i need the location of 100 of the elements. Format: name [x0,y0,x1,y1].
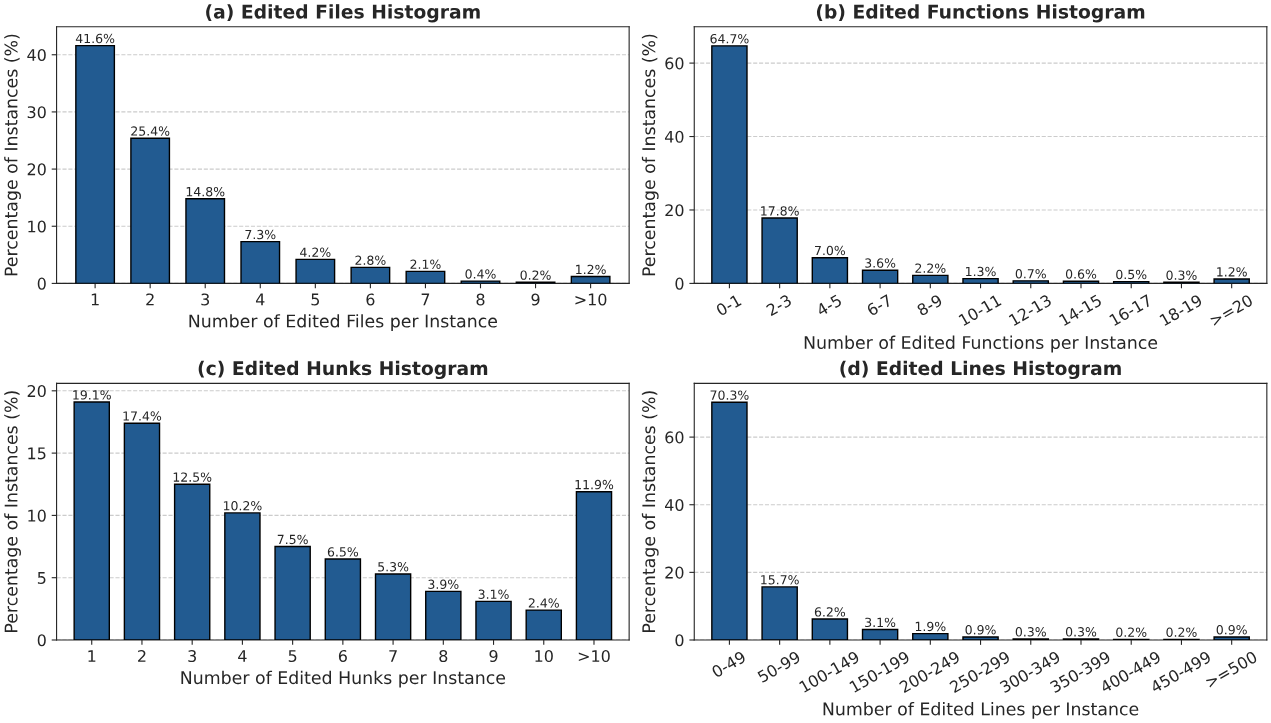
x-tick-label: 1 [91,293,99,306]
data-label: 7.3% [245,229,276,240]
data-label: 11.9% [575,479,614,490]
data-label: 0.9% [965,625,996,635]
chart-title: (d) Edited Lines Histogram [840,360,1121,380]
x-tick-label: 9 [489,650,498,663]
bar [912,632,949,640]
bar [962,277,999,284]
y-axis-title: Percentage of Instances (%) [4,391,21,632]
x-tick-label: 1 [88,650,96,662]
y-tick-label: 40 [664,130,684,143]
bar [224,512,261,640]
bar [73,401,111,640]
x-tick-label: >10 [578,650,610,663]
bar [374,573,412,640]
x-tick-label: 0-49 [710,650,747,679]
data-label: 4.2% [300,247,331,257]
data-label: 12.5% [173,472,212,482]
bar [761,217,798,284]
y-tick-label: 0 [675,634,684,647]
x-axis-title: Number of Edited Files per Instance [189,314,498,331]
chart-title: (a) Edited Files Histogram [206,4,480,23]
y-tick-label: 20 [665,566,684,579]
data-label: 7.5% [277,534,308,545]
bar [1012,280,1050,284]
data-label: 0.9% [1216,625,1247,635]
y-tick-label: 40 [27,48,46,62]
bar [460,280,501,284]
data-label: 3.1% [478,589,509,599]
data-label: 64.7% [710,33,749,44]
data-label: 17.4% [123,411,162,421]
bar [811,257,849,284]
data-label: 1.2% [576,264,606,275]
y-axis-title: Percentage of Instances (%) [641,34,659,276]
bar [1213,278,1250,284]
data-label: 3.1% [865,617,896,628]
bar [240,240,281,284]
data-label: 1.9% [915,621,946,632]
x-tick-label: >10 [575,293,607,306]
x-tick-label: 0-1 [715,294,742,317]
bar [295,258,336,284]
bar [711,401,748,640]
data-label: 0.3% [1166,270,1197,280]
bar [425,590,462,640]
data-label: 1.2% [1217,267,1247,277]
data-label: 6.5% [327,547,359,557]
data-label: 41.6% [75,33,115,44]
x-tick-label: 7 [389,650,397,662]
data-label: 10.2% [223,501,262,511]
x-tick-label: 2 [146,293,154,306]
data-label: 5.3% [378,562,409,572]
x-tick-label: 6 [338,650,347,663]
data-label: 0.4% [465,269,496,279]
x-tick-label: 10 [535,650,553,663]
y-tick-label: 60 [665,57,684,70]
data-label: 0.5% [1116,269,1147,280]
data-label: 0.2% [520,270,551,280]
y-tick-label: 40 [664,498,684,512]
bar [1213,636,1250,640]
data-label: 1.3% [966,266,996,277]
data-label: 2.1% [410,259,441,269]
chart-title: (b) Edited Functions Histogram [816,4,1145,23]
x-axis-title: Number of Edited Functions per Instance [804,335,1158,353]
data-label: 3.6% [865,258,896,268]
data-label: 25.4% [131,126,170,136]
data-label: 7.0% [815,245,846,256]
x-tick-label: 6-7 [866,294,893,317]
data-label: 0.6% [1065,269,1097,279]
bar [575,491,613,640]
bar [811,618,849,640]
y-tick-label: 5 [37,572,46,584]
y-tick-label: 60 [665,431,684,444]
data-label: 0.7% [1015,268,1046,279]
x-tick-label: 4 [238,650,247,662]
bar [173,483,211,640]
data-label: 14.8% [186,186,225,197]
y-tick-label: 0 [37,277,46,290]
bar [123,422,161,640]
bar [130,137,171,284]
chart-title: (c) Edited Hunks Histogram [198,360,488,380]
y-axis-title: Percentage of Instances (%) [641,391,659,632]
y-tick-label: 30 [27,106,46,119]
x-tick-label: 3 [201,293,210,306]
y-tick-label: 10 [28,220,46,233]
bar [185,198,226,284]
x-tick-label: 4 [255,293,265,306]
y-tick-label: 20 [27,163,46,176]
x-tick-label: 2 [138,650,146,662]
bar [405,270,446,284]
data-label: 17.8% [761,206,799,216]
x-tick-label: 9 [531,293,540,306]
data-label: 2.8% [355,255,386,265]
data-label: 0.2% [1166,627,1197,637]
x-tick-label: 7 [421,293,430,306]
y-tick-label: 0 [675,277,684,290]
x-tick-label: 6 [366,293,375,306]
y-tick-label: 15 [28,447,46,460]
y-axis-title: Percentage of Instances (%) [4,34,21,276]
data-label: 6.2% [814,607,846,617]
x-tick-label: 8 [476,293,485,306]
